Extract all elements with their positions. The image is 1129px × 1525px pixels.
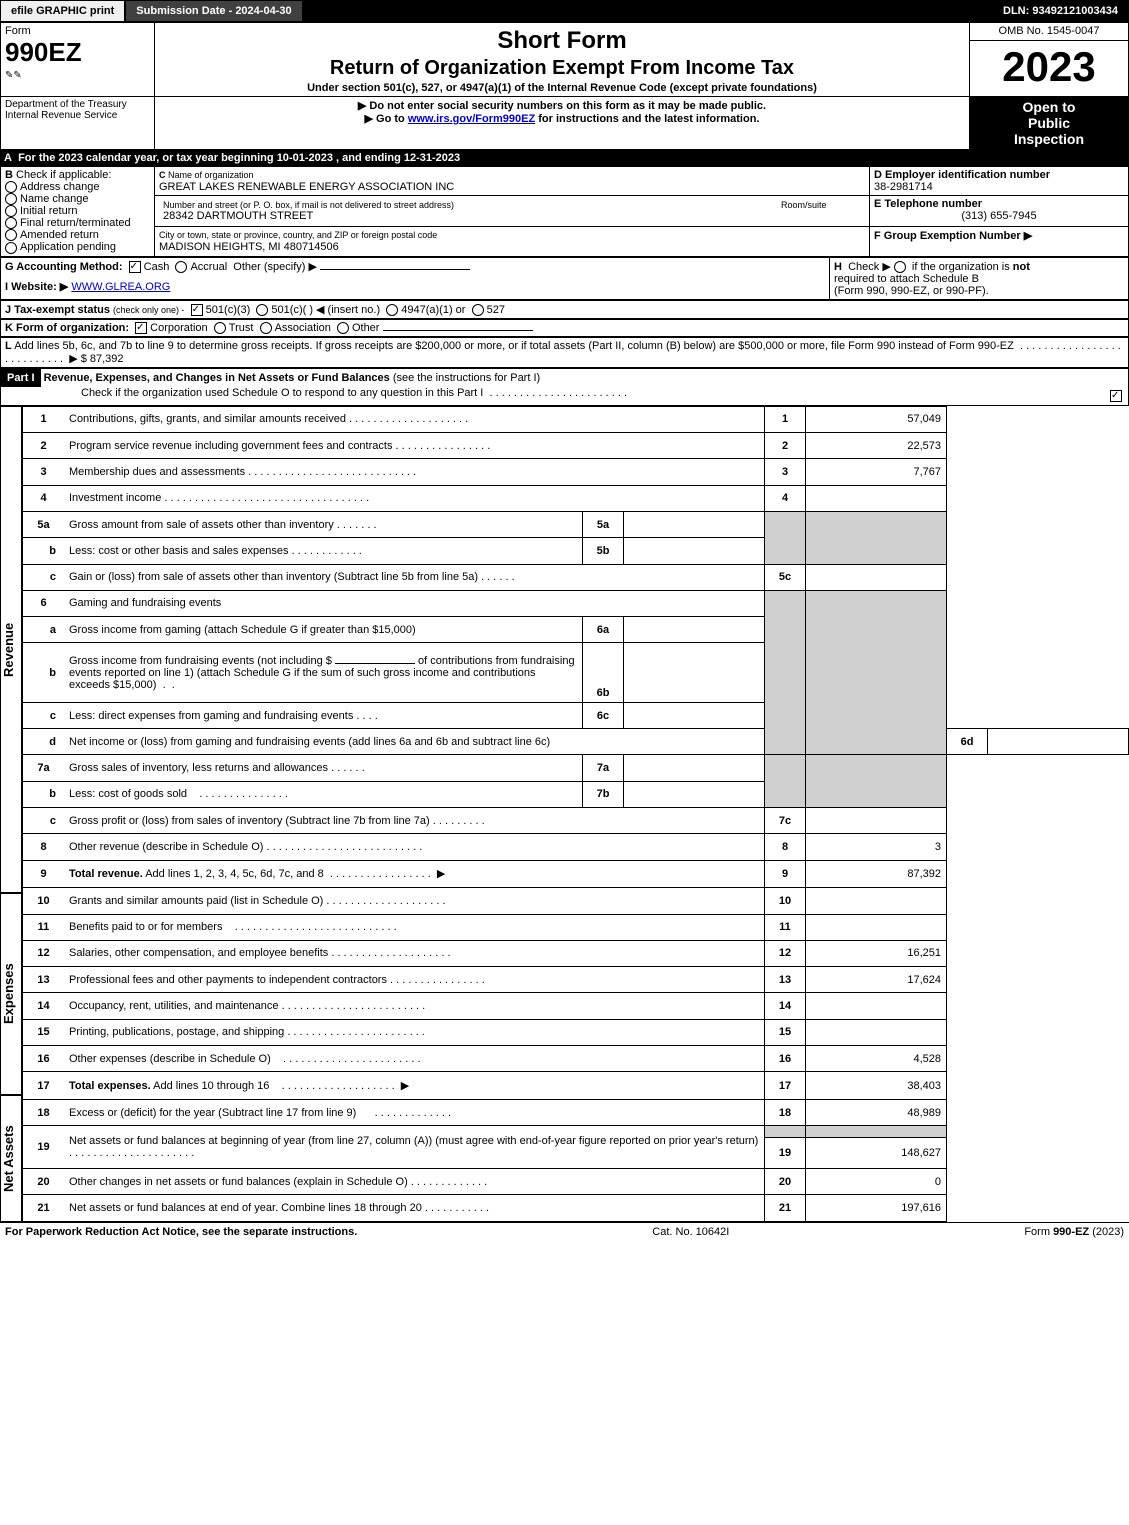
checkbox-name-change[interactable] <box>5 193 17 205</box>
open-public-inspection: Open to Public Inspection <box>970 97 1129 150</box>
main-title: Return of Organization Exempt From Incom… <box>159 57 965 80</box>
paperwork-notice: For Paperwork Reduction Act Notice, see … <box>5 1226 357 1238</box>
checkbox-cash[interactable] <box>129 261 141 273</box>
line-2-amount: 22,573 <box>806 433 947 459</box>
section-f-label: F Group Exemption Number ▶ <box>874 230 1032 242</box>
section-b-label: B <box>5 169 13 181</box>
line-13-amount: 17,624 <box>806 967 947 993</box>
expenses-vertical-label: Expenses <box>0 893 22 1095</box>
checkbox-501c[interactable] <box>256 304 268 316</box>
line-1-amount: 57,049 <box>806 406 947 432</box>
org-street: 28342 DARTMOUTH STREET <box>163 210 313 222</box>
checkbox-final-return[interactable] <box>5 217 17 229</box>
irs-label: Internal Revenue Service <box>5 110 117 121</box>
line-5c-amount <box>806 564 947 590</box>
line-19-amount: 148,627 <box>806 1137 947 1168</box>
checkbox-other-org[interactable] <box>337 322 349 334</box>
line-6d-amount <box>988 729 1129 755</box>
part-i-check-line: Check if the organization used Schedule … <box>1 387 483 399</box>
instructions-link-line: ▶ Go to www.irs.gov/Form990EZ for instru… <box>159 112 965 125</box>
line-20-amount: 0 <box>806 1169 947 1195</box>
form-ref: 990-EZ <box>1053 1226 1089 1238</box>
top-bar: efile GRAPHIC print Submission Date - 20… <box>0 0 1129 22</box>
checkbox-501c3[interactable] <box>191 304 203 316</box>
checkbox-4947a1[interactable] <box>386 304 398 316</box>
page-footer: For Paperwork Reduction Act Notice, see … <box>0 1222 1129 1241</box>
section-g-label: G Accounting Method: <box>5 261 123 273</box>
checkbox-initial-return[interactable] <box>5 205 17 217</box>
ssn-warning: ▶ Do not enter social security numbers o… <box>159 99 965 112</box>
section-e-label: E Telephone number <box>874 198 982 210</box>
checkbox-527[interactable] <box>472 304 484 316</box>
line-8-amount: 3 <box>806 834 947 860</box>
checkbox-accrual[interactable] <box>175 261 187 273</box>
part-i-lines-table: 1 Contributions, gifts, grants, and simi… <box>22 406 1129 1222</box>
catalog-number: Cat. No. 10642I <box>652 1226 729 1238</box>
part-i-title: Revenue, Expenses, and Changes in Net As… <box>44 372 390 384</box>
line-12-amount: 16,251 <box>806 940 947 966</box>
dept-treasury: Department of the Treasury <box>5 99 127 110</box>
entity-info-block: B Check if applicable: Address change Na… <box>0 166 1129 257</box>
ein-value: 38-2981714 <box>874 181 933 193</box>
section-l-label: L <box>5 340 12 352</box>
checkbox-amended-return[interactable] <box>5 229 17 241</box>
part-i-label: Part I <box>1 369 41 387</box>
section-d-label: D Employer identification number <box>874 169 1050 181</box>
website-link[interactable]: WWW.GLREA.ORG <box>71 281 170 293</box>
line-16-amount: 4,528 <box>806 1045 947 1071</box>
irs-instructions-link[interactable]: www.irs.gov/Form990EZ <box>408 113 535 125</box>
line-4-amount <box>806 485 947 511</box>
line-10-amount <box>806 888 947 914</box>
checkbox-corporation[interactable] <box>135 322 147 334</box>
telephone-value: (313) 655-7945 <box>874 210 1124 222</box>
org-name: GREAT LAKES RENEWABLE ENERGY ASSOCIATION… <box>159 181 454 193</box>
section-a-tax-year: A For the 2023 calendar year, or tax yea… <box>0 150 1129 166</box>
omb-number: OMB No. 1545-0047 <box>970 23 1129 41</box>
section-i-label: I Website: ▶ <box>5 281 68 293</box>
section-k-label: K Form of organization: <box>5 322 129 334</box>
form-label: Form <box>5 25 150 37</box>
form-header: Form 990EZ ✎✎ Short Form Return of Organ… <box>0 22 1129 150</box>
checkbox-application-pending[interactable] <box>5 242 17 254</box>
dln-number: DLN: 93492121003434 <box>993 1 1128 21</box>
line-18-amount: 48,989 <box>806 1099 947 1125</box>
netassets-vertical-label: Net Assets <box>0 1095 22 1222</box>
checkbox-trust[interactable] <box>214 322 226 334</box>
line-3-amount: 7,767 <box>806 459 947 485</box>
form-number: 990EZ <box>5 37 150 68</box>
line-11-amount <box>806 914 947 940</box>
short-form-title: Short Form <box>159 27 965 55</box>
line-15-amount <box>806 1019 947 1045</box>
org-city: MADISON HEIGHTS, MI 480714506 <box>159 241 339 253</box>
line-7c-amount <box>806 807 947 833</box>
line-21-amount: 197,616 <box>806 1195 947 1222</box>
line-14-amount <box>806 993 947 1019</box>
checkbox-association[interactable] <box>260 322 272 334</box>
checkbox-schedule-b-not-required[interactable] <box>894 261 906 273</box>
submission-date: Submission Date - 2024-04-30 <box>126 1 303 21</box>
line-17-amount: 38,403 <box>806 1072 947 1100</box>
section-j-label: J Tax-exempt status <box>5 304 110 316</box>
subtitle: Under section 501(c), 527, or 4947(a)(1)… <box>159 82 965 94</box>
checkbox-schedule-o-used[interactable] <box>1110 390 1122 402</box>
tax-year: 2023 <box>970 40 1129 96</box>
efile-print-button[interactable]: efile GRAPHIC print <box>1 1 126 21</box>
checkbox-address-change[interactable] <box>5 181 17 193</box>
line-9-amount: 87,392 <box>806 860 947 888</box>
gross-receipts-amount: ▶ $ 87,392 <box>69 353 123 365</box>
room-suite-label: Room/suite <box>777 198 865 224</box>
revenue-vertical-label: Revenue <box>0 406 22 893</box>
